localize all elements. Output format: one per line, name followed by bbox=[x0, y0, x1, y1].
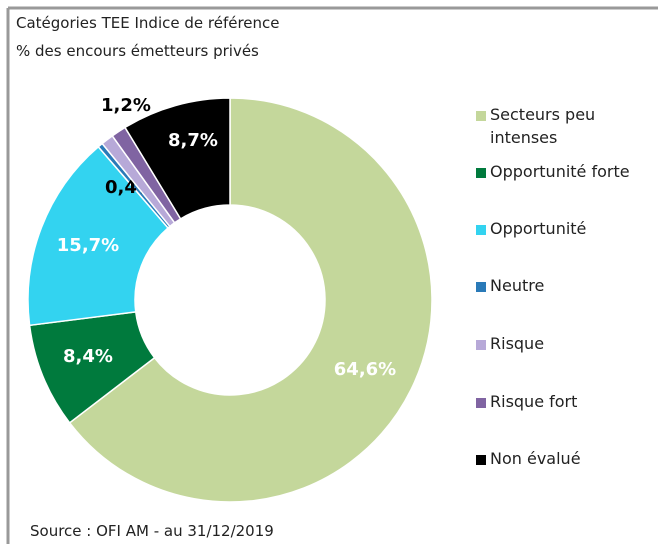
legend-swatch bbox=[476, 282, 486, 292]
legend-label: Non évalué bbox=[490, 449, 581, 468]
legend-swatch bbox=[476, 225, 486, 235]
legend-swatch bbox=[476, 168, 486, 178]
data-label: 1,0% bbox=[43, 119, 93, 140]
legend-item: Secteurs peu intenses bbox=[476, 105, 610, 149]
legend-label: Opportunité forte bbox=[490, 162, 630, 181]
donut-slice bbox=[68, 97, 433, 503]
data-label: 1,2% bbox=[101, 95, 151, 116]
legend-item: Opportunité forte bbox=[476, 162, 630, 183]
legend-item: Risque fort bbox=[476, 392, 578, 413]
donut-slice bbox=[27, 145, 170, 327]
legend-swatch bbox=[476, 455, 486, 465]
data-label: 64,6% bbox=[334, 359, 396, 380]
legend-swatch bbox=[476, 340, 486, 350]
legend-item: Risque bbox=[476, 334, 545, 355]
legend-swatch bbox=[476, 111, 486, 121]
legend-label: Risque fort bbox=[490, 392, 578, 411]
source: Source : OFI AM - au 31/12/2019 bbox=[30, 522, 274, 540]
data-label: 8,4% bbox=[63, 346, 113, 367]
chart-subtitle: % des encours émetteurs privés bbox=[16, 42, 259, 60]
legend-item: Non évalué bbox=[476, 449, 581, 470]
data-label: 15,7% bbox=[57, 235, 119, 256]
legend-swatch bbox=[476, 398, 486, 408]
legend-label: Opportunité bbox=[490, 219, 587, 238]
legend-item: Neutre bbox=[476, 276, 545, 297]
donut-slice bbox=[123, 97, 231, 220]
legend-label: Risque bbox=[490, 334, 545, 353]
legend-label: Secteurs peu intenses bbox=[490, 105, 596, 147]
legend-label: Neutre bbox=[490, 276, 545, 295]
legend-item: Opportunité bbox=[476, 219, 587, 240]
chart-title: Catégories TEE Indice de référence bbox=[16, 14, 280, 32]
data-label: 8,7% bbox=[168, 130, 218, 151]
